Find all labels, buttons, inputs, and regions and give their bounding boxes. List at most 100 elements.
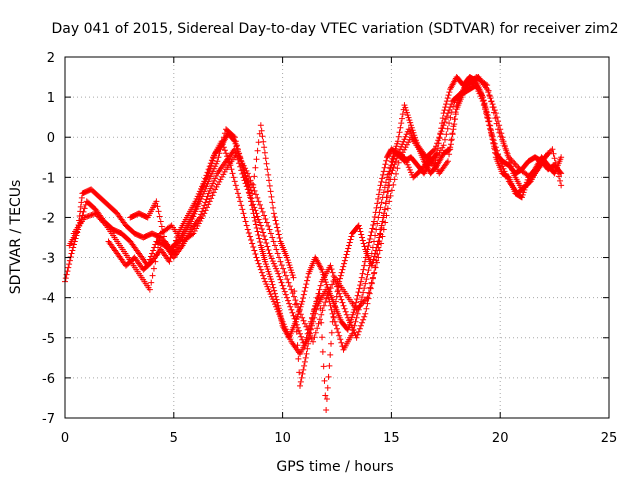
data-point (322, 299, 329, 306)
data-point (361, 243, 368, 250)
data-point (255, 139, 262, 146)
data-point (263, 240, 270, 247)
data-point (255, 198, 262, 205)
data-point (398, 143, 405, 150)
data-point (216, 178, 223, 185)
data-point (300, 366, 307, 373)
data-point (194, 222, 201, 229)
data-point (499, 163, 506, 170)
data-point (205, 190, 212, 197)
data-point (386, 198, 393, 205)
data-point (208, 182, 215, 189)
data-point (323, 406, 330, 413)
data-point (378, 199, 385, 206)
data-point (336, 275, 343, 282)
data-point (89, 211, 96, 218)
data-point (81, 205, 88, 212)
x-tick-label: 25 (601, 431, 618, 446)
data-point (260, 272, 267, 279)
data-point (406, 166, 413, 173)
data-point (370, 238, 377, 245)
data-point (410, 129, 417, 136)
data-point (283, 328, 290, 335)
data-point (374, 220, 381, 227)
data-point (78, 194, 85, 201)
data-point (283, 294, 290, 301)
data-point (400, 153, 407, 160)
data-point (300, 295, 306, 302)
data-point (246, 184, 253, 191)
data-point (276, 254, 283, 261)
data-point (504, 150, 511, 157)
x-axis-label: GPS time / hours (276, 459, 393, 475)
data-point (355, 289, 362, 296)
data-point (345, 317, 352, 324)
data-point (369, 225, 376, 232)
data-point (240, 166, 247, 173)
data-point (372, 264, 379, 271)
data-point (519, 191, 526, 198)
data-point (358, 274, 365, 281)
data-point (253, 156, 260, 163)
data-point (293, 328, 300, 335)
data-point (218, 138, 225, 145)
data-point (502, 170, 509, 177)
data-point (266, 177, 272, 184)
y-tick-label: -1 (42, 171, 55, 186)
data-point (435, 152, 442, 159)
data-point (264, 166, 271, 173)
data-point (443, 101, 450, 108)
data-point (401, 136, 408, 143)
data-point (290, 274, 297, 281)
data-point (349, 330, 356, 337)
data-point (479, 98, 486, 105)
data-point (316, 316, 323, 323)
data-point (249, 240, 256, 247)
data-point (371, 253, 378, 260)
data-point (166, 258, 173, 265)
data-point (261, 212, 268, 219)
data-point (245, 181, 252, 188)
data-point (301, 320, 308, 327)
data-point (341, 257, 348, 264)
data-point (245, 229, 252, 236)
data-point (239, 206, 246, 213)
data-point (304, 345, 311, 352)
data-point (332, 303, 339, 310)
y-tick-label: -6 (42, 372, 55, 387)
data-point (398, 120, 405, 127)
data-point (455, 97, 462, 104)
data-point (409, 127, 416, 134)
data-point (314, 295, 321, 302)
data-point (212, 175, 219, 182)
data-point (356, 285, 363, 292)
data-point (439, 115, 446, 122)
data-point (354, 310, 361, 317)
data-point (488, 98, 495, 105)
data-point (295, 355, 302, 362)
data-point (435, 137, 442, 144)
data-point (155, 208, 162, 215)
data-point (76, 212, 83, 219)
data-point (388, 162, 395, 169)
data-point (374, 200, 381, 207)
data-point (257, 239, 264, 246)
data-point (306, 330, 313, 337)
data-point (170, 244, 177, 251)
data-point (376, 186, 383, 193)
data-point (193, 225, 200, 232)
y-tick-label: -7 (42, 412, 55, 427)
data-point (252, 164, 259, 171)
data-point (370, 218, 377, 225)
data-point (221, 147, 228, 154)
data-point (450, 103, 457, 110)
x-tick-label: 5 (170, 431, 178, 446)
data-point (193, 195, 200, 202)
data-point (371, 269, 378, 276)
data-point (380, 168, 387, 175)
data-point (405, 114, 412, 121)
data-point (484, 82, 491, 89)
data-point (481, 106, 488, 113)
data-point (277, 276, 284, 283)
data-point (254, 213, 261, 220)
